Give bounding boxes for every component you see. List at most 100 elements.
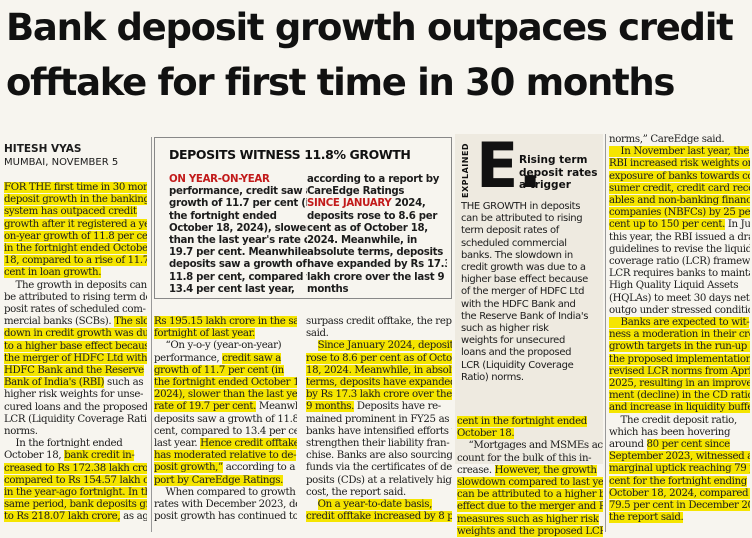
explained-title: Rising term deposit rates a trigger xyxy=(519,154,598,191)
text-run: rates with December 2023, de- xyxy=(154,499,297,511)
text-run: measures such as higher risk xyxy=(457,513,599,525)
box-line: than the last year's rate of xyxy=(169,235,307,247)
text-line: and increase in liquidity buffers. xyxy=(609,402,750,414)
deposits-box: DEPOSITS WITNESS 11.8% GROWTH ON YEAR-ON… xyxy=(154,137,452,299)
text-line: Since January 2024, deposits xyxy=(306,340,452,352)
text-run: banks have intensified efforts to xyxy=(306,425,452,437)
text-run: this year, the RBI issued a draft xyxy=(609,231,750,243)
text-run: ment (decline) in the CD ratio xyxy=(609,390,750,402)
text-run: In the fortnight ended xyxy=(4,438,123,450)
text-line: posit growth,” according to a re- xyxy=(154,462,297,474)
text-run: count for the bulk of this in- xyxy=(457,452,592,464)
text-run: cost, the report said. xyxy=(306,486,406,498)
text-run: mercial banks (SCBs). xyxy=(4,316,115,328)
text-run: has moderated relative to de- xyxy=(154,450,297,462)
text-run: last year. xyxy=(154,438,201,450)
text-line: coverage ratio (LCR) framework. xyxy=(609,256,750,268)
box-line: ON YEAR-ON-YEAR xyxy=(169,174,307,186)
text-run: marginal uptick reaching 79 per xyxy=(609,463,750,475)
text-line: surpass credit offtake, the report xyxy=(306,316,452,328)
text-run: The growth in deposits can xyxy=(4,279,147,291)
explained-line: such as higher risk xyxy=(461,323,603,335)
text-run: cent, compared to 13.4 per cent xyxy=(154,425,297,437)
text-run: 79.5 per cent in December 2023, xyxy=(609,500,750,512)
text-line: credit offtake increased by 8 per xyxy=(306,511,452,523)
text-line: cent, compared to 13.4 per cent xyxy=(154,426,297,438)
box-line: CareEdge Ratings xyxy=(307,186,447,198)
text-run: Deposits have re- xyxy=(354,401,441,413)
text-run: Since January 2024, deposits xyxy=(317,340,452,352)
explained-line: loans and the proposed xyxy=(461,347,603,359)
text-run: of the merger of HDFC Ltd xyxy=(461,286,585,298)
box-line: lakh crore over the last 9 xyxy=(307,272,447,284)
text-run: the report said. xyxy=(609,512,684,524)
text-line: compared to Rs 154.57 lakh crore xyxy=(4,474,147,487)
text-line: posits (CDs) at a relatively higher xyxy=(306,475,452,487)
text-line: rate of 19.7 per cent. Meanwhile, xyxy=(154,401,297,413)
text-line: outgo under stressed conditions. xyxy=(609,305,750,317)
text-line: in the fortnight ended October xyxy=(4,243,147,255)
text-run: 2024, xyxy=(391,198,426,210)
text-run: terms, deposits have expanded xyxy=(306,377,452,389)
text-run: On a year-to-date basis, xyxy=(317,499,432,511)
text-run: October 18, 2024), slower xyxy=(169,222,307,234)
text-run: companies (NBFCs) by 25 per xyxy=(609,207,750,219)
text-run: bank credit in- xyxy=(64,450,135,462)
text-run: scheduled commercial xyxy=(461,237,567,249)
text-line: measures such as higher risk xyxy=(457,513,603,526)
box-line: absolute terms, deposits xyxy=(307,247,447,259)
text-run: deposits saw a growth of xyxy=(169,259,307,271)
box-line: have expanded by Rs 17.3 xyxy=(307,259,447,271)
text-run: coverage ratio (LCR) framework. xyxy=(609,256,750,268)
text-run: to Rs 218.07 lakh crore, xyxy=(4,511,121,523)
explained-line: THE GROWTH in deposits xyxy=(461,201,603,213)
text-run: 2024), slower than the last year's xyxy=(154,389,297,401)
text-run: “Mortgages and MSMEs ac- xyxy=(457,440,603,452)
text-run: banks. The slowdown in xyxy=(461,249,573,261)
text-run: compared to Rs 154.57 lakh crore xyxy=(4,474,147,486)
text-line: deposit growth in the banking xyxy=(4,194,147,206)
text-run: 2025, resulting in an improve- xyxy=(609,378,750,390)
text-line: October 18. xyxy=(457,428,603,440)
text-line: around 80 per cent since xyxy=(609,439,750,451)
text-line: by Rs 17.3 lakh crore over the last xyxy=(306,389,452,401)
text-run: said. xyxy=(306,328,329,340)
text-line: 9 months. Deposits have re- xyxy=(306,401,452,413)
text-line: count for the bulk of this in- xyxy=(457,453,603,465)
text-run: down in credit growth was due xyxy=(4,328,147,340)
text-run: months xyxy=(307,283,349,295)
text-run: In November last year, the xyxy=(609,146,750,158)
text-run: credit offtake increased by 8 per xyxy=(306,511,452,523)
text-run: the proposed implementation of xyxy=(609,353,750,365)
box-line: deposits saw a growth of xyxy=(169,259,307,271)
text-run: strengthen their liability fran- xyxy=(306,438,450,450)
text-line: posit rates of scheduled com- xyxy=(4,304,147,316)
text-line: guidelines to revise the liquidity xyxy=(609,244,750,256)
text-run: 19.7 per cent. Meanwhile, xyxy=(169,247,307,259)
text-run: 18, compared to a rise of 11.7 per xyxy=(4,255,147,267)
text-run: mained prominent in FY25 as xyxy=(306,413,450,425)
text-run: cent in the fortnight ended xyxy=(457,416,587,427)
explained-body: THE GROWTH in deposits can be attributed … xyxy=(461,201,603,384)
explained-line: can be attributed to rising xyxy=(461,213,603,225)
text-line: crease. However, the growth xyxy=(457,464,603,477)
text-line: posit growth has continued to xyxy=(154,511,297,523)
text-line: 2025, resulting in an improve- xyxy=(609,378,750,390)
text-line: 2024), slower than the last year's xyxy=(154,389,297,401)
text-run: posits (CDs) at a relatively higher xyxy=(306,474,452,486)
author: HITESH VYAS xyxy=(4,143,82,155)
text-run: growth of 11.7 per cent (in xyxy=(169,198,307,210)
text-line: this year, the RBI issued a draft xyxy=(609,232,750,244)
text-run: posit growth,” xyxy=(154,462,223,474)
text-line: ment (decline) in the CD ratio xyxy=(609,390,750,402)
text-line: cured loans and the proposed xyxy=(4,402,147,414)
column-divider xyxy=(151,137,152,532)
text-run: performance, credit saw a xyxy=(169,186,307,198)
text-line: be attributed to rising term de- xyxy=(4,292,147,304)
text-run: the Reserve Bank of India's xyxy=(461,310,589,322)
text-line: last year. Hence credit offtake xyxy=(154,438,297,450)
text-run: in the year-ago fortnight. In the xyxy=(4,487,147,499)
text-run: creased to Rs 172.38 lakh crore, xyxy=(4,462,147,474)
explained-line: with the HDFC Bank and xyxy=(461,299,603,311)
text-run: FOR THE first time in 30 months, xyxy=(4,182,147,193)
